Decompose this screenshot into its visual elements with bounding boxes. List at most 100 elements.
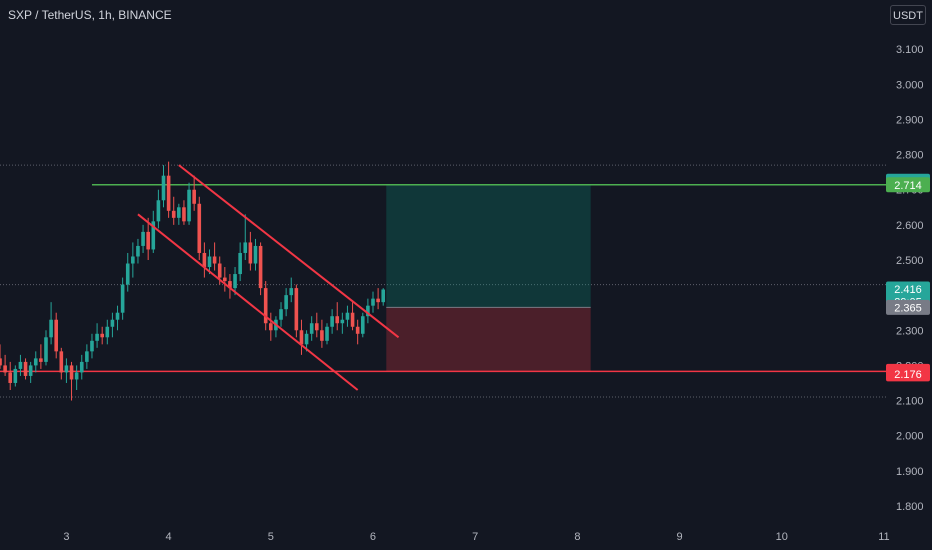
candle-body [85,351,89,362]
price-tag-label: 2.416 [894,284,922,296]
candle-body [371,298,375,306]
candle-body [79,361,84,373]
horizontal-lines[interactable] [0,184,886,373]
price-tick-label: 3.000 [896,79,924,91]
time-tick-label: 4 [166,531,172,543]
price-tick-label: 2.500 [896,255,924,267]
price-tag [886,299,930,315]
candle-body [197,203,202,253]
candle-body [110,319,115,327]
candle-body [39,358,43,362]
time-tick-label: 8 [574,531,580,543]
candle-body [263,288,268,324]
candle-body [100,333,104,338]
candle-body [360,316,365,334]
candle-body [248,242,253,264]
candle-body [253,245,258,264]
candle-body [223,277,227,282]
candle-body [217,263,222,278]
candle-body [0,358,2,366]
candle-body [90,340,94,352]
candle-body [187,189,191,222]
candle-body [64,365,69,373]
candle-body [228,281,232,289]
candle-body [166,175,171,211]
trend-channel[interactable] [137,164,400,391]
candle-body [299,330,304,345]
price-tag-label: 2.365 [894,302,922,314]
candle-body [146,231,150,250]
time-tick-label: 6 [370,531,376,543]
candle-body [54,319,59,352]
price-tick-label: 2.000 [896,431,924,443]
price-tag [886,366,930,382]
target-zone [386,184,591,308]
symbol-title[interactable]: SXP / TetherUS, 1h, BINANCE [8,8,172,22]
candle-body [289,288,294,296]
candle-body [258,245,263,289]
candle-body [136,245,140,257]
candle-body [8,372,13,383]
price-axis[interactable]: 3.2003.1003.0002.9002.8002.7002.6002.500… [896,9,924,513]
position-box[interactable] [386,184,591,372]
candle-body [345,312,350,320]
candle-body [28,365,33,376]
candle-body [156,200,161,222]
candle-body [350,312,355,327]
candle-body [233,274,237,289]
candle-body [23,361,28,376]
candle-body [182,207,186,222]
candle-body [177,207,181,218]
candle-body [355,326,360,334]
candle-body [314,323,319,331]
price-tick-label: 2.100 [896,396,924,408]
candle-body [238,252,242,275]
candle-body [340,319,345,324]
price-tag-label: 2.176 [894,369,922,381]
currency-button[interactable]: USDT [890,5,926,25]
candle-body [376,298,380,303]
candle-body [59,351,64,373]
candle-body [320,330,324,341]
candle-body [161,175,166,201]
candle-body [125,263,130,285]
candle-body [269,323,273,331]
candle-body [243,242,248,253]
candle-body [69,365,74,380]
candle-body [33,358,38,366]
candle-body [131,256,135,264]
candle-body [151,221,156,250]
time-tick-label: 5 [268,531,274,543]
candle-body [13,368,18,383]
price-tag-label: 2.714 [894,180,922,192]
channel-line [137,213,359,391]
candle-body [115,312,120,320]
candle-body [279,309,283,320]
price-tick-label: 2.800 [896,150,924,162]
price-tick-label: 2.900 [896,114,924,126]
candle-body [212,256,217,264]
time-tick-label: 3 [63,531,69,543]
candle-body [381,289,386,303]
candle-body [141,231,145,246]
candle-body [325,326,329,341]
candles [0,161,386,401]
price-tick-label: 2.300 [896,325,924,337]
candle-body [192,189,196,204]
candle-body [207,256,212,268]
candle-body [294,288,299,331]
candle-body [74,372,79,380]
time-axis[interactable]: 3 4 5 6 7 8 9 10 11 [63,531,889,543]
stop-zone [386,307,591,372]
candle-body [366,305,370,317]
candle-body [49,319,53,338]
candle-body [202,252,207,268]
price-tag [886,177,930,193]
price-tick-label: 2.600 [896,220,924,232]
channel-line [178,164,400,339]
time-tick-label: 7 [472,531,478,543]
dotted-levels [0,164,886,398]
candle-body [105,326,110,338]
